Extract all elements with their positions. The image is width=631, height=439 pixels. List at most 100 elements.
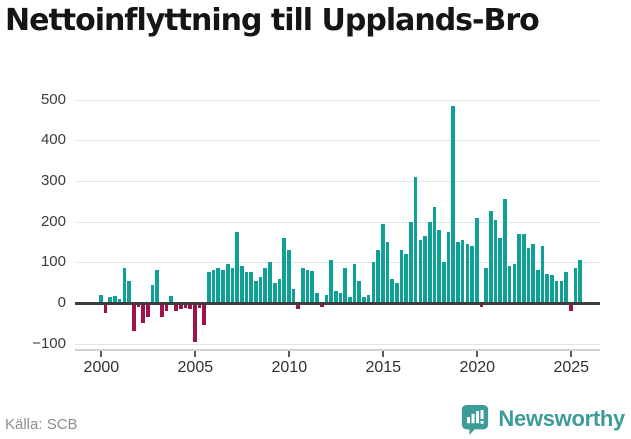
bar-2004Q2	[178, 303, 183, 310]
bar-2016Q4	[413, 176, 418, 303]
x-tick-label-2015: 2015	[365, 359, 402, 376]
bar-2009Q4	[282, 237, 286, 303]
bar-2014Q4	[376, 250, 380, 303]
bar-2023Q1	[531, 243, 535, 303]
gridline	[75, 140, 600, 142]
x-tick	[194, 351, 197, 357]
bar-2005Q2	[197, 303, 202, 308]
bar-2003Q2	[160, 303, 164, 318]
bar-2016Q1	[399, 250, 404, 303]
bar-2021Q4	[507, 266, 512, 303]
bar-2002Q2	[141, 303, 145, 324]
bar-2018Q3	[446, 231, 451, 303]
bar-2018Q1	[437, 229, 441, 303]
bar-2021Q3	[503, 199, 507, 303]
bar-2012Q2	[329, 260, 333, 303]
bar-2007Q4	[244, 272, 249, 303]
bar-2014Q1	[362, 296, 366, 303]
bar-2003Q3	[164, 303, 169, 312]
bar-2010Q4	[301, 268, 305, 303]
bar-2001Q2	[122, 268, 127, 303]
y-tick-label: 300	[40, 171, 66, 189]
bar-2008Q1	[249, 272, 254, 303]
bar-2010Q3	[296, 303, 301, 310]
bar-2005Q1	[192, 303, 197, 342]
bar-2000Q4	[113, 295, 117, 303]
x-tick	[570, 351, 573, 357]
bar-2007Q2	[235, 231, 239, 303]
bar-2020Q2	[479, 303, 484, 308]
x-tick	[382, 351, 385, 357]
bar-2020Q1	[474, 217, 479, 303]
bar-2004Q3	[183, 303, 188, 308]
bar-2015Q1	[380, 223, 385, 303]
bar-2016Q2	[404, 254, 409, 303]
bar-2006Q4	[225, 264, 230, 303]
bar-2005Q4	[207, 272, 211, 303]
bar-2025Q3	[578, 260, 582, 303]
bar-2015Q4	[395, 282, 399, 303]
bar-2024Q2	[554, 281, 559, 303]
bar-2024Q4	[564, 272, 568, 303]
x-tick-label-2025: 2025	[553, 359, 590, 376]
bar-2006Q2	[216, 268, 221, 303]
bar-2022Q4	[526, 248, 531, 303]
bar-2012Q4	[338, 292, 343, 303]
bar-2002Q4	[150, 284, 155, 303]
x-tick-label-2010: 2010	[271, 359, 308, 376]
bar-2025Q1	[568, 303, 573, 311]
bar-2017Q1	[418, 239, 423, 303]
bar-2024Q3	[559, 280, 564, 303]
bar-2024Q1	[550, 274, 554, 303]
zero-line	[75, 302, 600, 305]
x-tick-label-2005: 2005	[177, 359, 214, 376]
bar-2008Q4	[263, 268, 268, 303]
bar-2011Q4	[319, 303, 324, 308]
x-axis-line	[75, 349, 600, 351]
gridline	[75, 221, 600, 223]
bar-2010Q2	[291, 288, 296, 303]
gridline	[75, 343, 600, 345]
chart-footer: Källa: SCB Newsworthy	[0, 402, 631, 436]
bar-2006Q3	[221, 270, 225, 303]
bar-2012Q3	[333, 290, 338, 303]
bar-2017Q3	[427, 221, 432, 303]
bar-2008Q2	[254, 280, 258, 303]
bar-2017Q4	[432, 207, 437, 303]
gridline	[75, 262, 600, 264]
bar-2021Q2	[498, 237, 503, 303]
bar-2022Q2	[517, 233, 521, 303]
y-tick-label: 500	[40, 90, 66, 108]
bar-2015Q2	[385, 241, 390, 303]
bar-2010Q1	[286, 250, 291, 303]
newsworthy-logo[interactable]: Newsworthy	[460, 402, 625, 436]
plot-area: 2000 2005 2010 2015 2020 2025	[75, 95, 600, 376]
bar-2012Q1	[324, 294, 329, 303]
bar-2014Q2	[366, 294, 371, 303]
bar-2007Q3	[239, 266, 244, 303]
y-tick-label: 100	[40, 253, 66, 271]
source-label: Källa: SCB	[5, 416, 78, 433]
chart-title: Nettoinflyttning till Upplands-Bro	[5, 3, 540, 38]
bar-2009Q1	[268, 262, 272, 303]
bar-2007Q1	[230, 268, 235, 303]
brand-name: Newsworthy	[498, 406, 625, 431]
bar-2013Q3	[352, 264, 357, 303]
y-tick-label: 0	[57, 294, 66, 311]
bars-layer	[99, 95, 583, 355]
bar-2011Q1	[305, 270, 310, 303]
bar-2000Q1	[99, 294, 103, 303]
bar-2002Q3	[145, 303, 150, 318]
bar-2009Q3	[277, 278, 282, 303]
bar-2022Q1	[512, 264, 517, 303]
bar-2009Q2	[272, 282, 277, 303]
bar-2019Q4	[470, 246, 474, 303]
bar-2013Q4	[357, 280, 362, 303]
x-tick	[288, 351, 291, 357]
y-tick-label: 200	[40, 212, 66, 230]
bar-2004Q1	[174, 303, 178, 312]
bar-2000Q2	[103, 303, 108, 314]
bar-2014Q3	[371, 262, 376, 303]
bar-2003Q1	[155, 270, 160, 303]
gridline	[75, 99, 600, 101]
